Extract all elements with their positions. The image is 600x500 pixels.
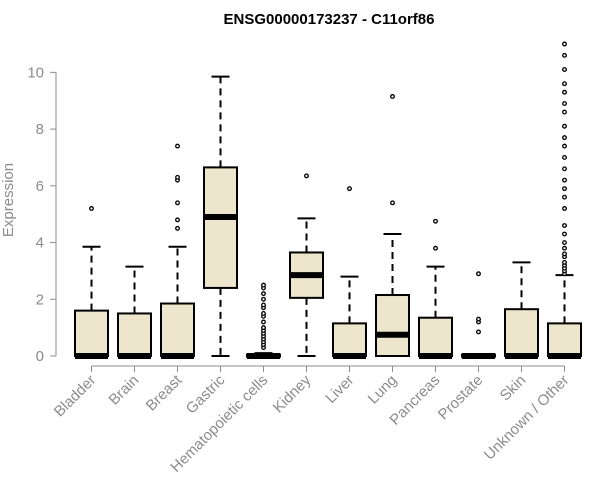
outlier-point	[304, 173, 309, 179]
box-breast	[160, 143, 195, 359]
box-brain	[117, 265, 152, 359]
outlier-point	[562, 123, 567, 129]
outlier-point	[261, 291, 266, 297]
outlier-point	[562, 67, 567, 72]
outlier-point	[261, 325, 266, 331]
outlier-point	[89, 206, 94, 211]
outlier-point	[476, 316, 481, 322]
box-body	[203, 166, 238, 289]
y-tick-label: 6	[36, 178, 44, 195]
outlier-point	[562, 109, 567, 115]
box-lung	[375, 94, 410, 358]
box-unknown-other	[547, 41, 582, 359]
outlier-point	[261, 296, 266, 302]
outlier-point	[562, 177, 567, 183]
outlier-point	[562, 135, 567, 141]
x-tick-label: Liver	[322, 372, 357, 407]
outlier-point	[261, 319, 266, 325]
chart-title: ENSG00000173237 - C11orf86	[224, 11, 435, 28]
outlier-point	[562, 206, 567, 211]
x-tick-label: Lung	[365, 372, 401, 408]
boxes-group	[74, 41, 582, 359]
box-pancreas	[418, 218, 453, 359]
x-tick-label: Skin	[497, 372, 530, 405]
outlier-point	[175, 200, 180, 206]
box-bladder	[74, 206, 109, 359]
x-tick-label: Breast	[143, 371, 186, 414]
box-prostate	[461, 271, 496, 359]
outlier-point	[562, 89, 567, 95]
box-body	[74, 309, 109, 358]
outlier-point	[175, 143, 180, 149]
box-body	[332, 322, 367, 357]
outlier-point	[261, 302, 266, 308]
x-tick-label: Brain	[106, 372, 143, 409]
outlier-point	[476, 271, 481, 277]
outlier-point	[562, 231, 567, 237]
y-axis: 0 2 4 6 8 10	[27, 64, 57, 365]
box-body	[504, 308, 539, 358]
outlier-point	[347, 186, 352, 192]
outlier-point	[175, 225, 180, 231]
box-gastric	[203, 75, 238, 357]
outlier-point	[261, 311, 266, 316]
outlier-point	[390, 200, 395, 206]
outlier-point	[562, 41, 567, 47]
box-body	[117, 312, 152, 358]
outlier-point	[476, 329, 481, 335]
outlier-point	[562, 223, 567, 228]
outlier-point	[175, 217, 180, 223]
box-hematopoietic-cells	[246, 282, 281, 359]
outlier-point	[562, 245, 567, 251]
outlier-point	[261, 282, 266, 288]
x-tick-label: Kidney	[270, 371, 315, 416]
x-tick-label: Bladder	[51, 372, 100, 421]
outlier-point	[562, 101, 567, 107]
outlier-point	[175, 174, 180, 180]
outlier-point	[390, 94, 395, 99]
box-body	[375, 294, 410, 358]
box-body	[160, 302, 195, 358]
y-tick-label: 2	[36, 291, 44, 308]
outlier-point	[562, 155, 567, 160]
y-axis-label: Expression	[0, 163, 17, 237]
outlier-point	[562, 186, 567, 192]
outlier-point	[562, 251, 567, 257]
outlier-point	[433, 218, 438, 224]
outlier-point	[433, 245, 438, 251]
y-tick-label: 10	[27, 64, 44, 81]
outlier-point	[562, 143, 567, 149]
box-body	[547, 322, 582, 357]
box-skin	[504, 261, 539, 359]
box-body	[418, 316, 453, 357]
outlier-point	[562, 81, 567, 87]
outlier-point	[562, 52, 567, 58]
x-tick-label: Prostate	[435, 372, 487, 424]
box-kidney	[289, 173, 324, 357]
y-tick-label: 8	[36, 121, 44, 138]
outlier-point	[562, 166, 567, 172]
box-liver	[332, 186, 367, 359]
outlier-point	[562, 240, 567, 245]
y-tick-label: 0	[36, 348, 44, 365]
y-tick-label: 4	[36, 235, 44, 252]
outlier-point	[562, 259, 567, 265]
outlier-point	[562, 194, 567, 200]
